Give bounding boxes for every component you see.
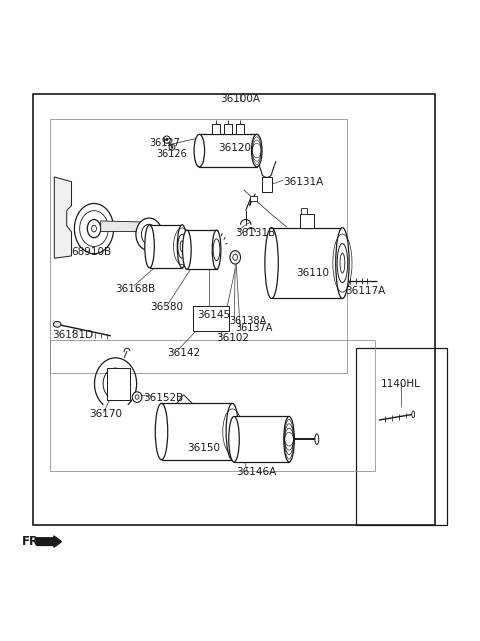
Bar: [234, 417, 289, 462]
Bar: [50, 340, 375, 471]
Bar: [236, 124, 244, 135]
Text: 36120: 36120: [218, 143, 252, 153]
Text: 36131A: 36131A: [283, 177, 324, 187]
Bar: [250, 196, 257, 201]
Ellipse shape: [233, 254, 238, 260]
Bar: [356, 348, 447, 525]
Ellipse shape: [177, 225, 187, 268]
Text: 36152B: 36152B: [144, 393, 183, 403]
Text: 36142: 36142: [167, 348, 200, 358]
Bar: [161, 403, 232, 460]
Bar: [300, 214, 314, 228]
Ellipse shape: [252, 135, 262, 167]
Bar: [150, 225, 182, 268]
Text: 36117A: 36117A: [345, 286, 385, 296]
Ellipse shape: [336, 228, 349, 299]
Ellipse shape: [169, 144, 175, 150]
Text: 68910B: 68910B: [72, 247, 112, 256]
Text: 36150: 36150: [187, 444, 220, 453]
Text: 36126: 36126: [156, 149, 187, 159]
Ellipse shape: [145, 225, 155, 268]
Bar: [193, 306, 229, 331]
Ellipse shape: [136, 218, 162, 251]
Bar: [301, 208, 307, 214]
Text: 36168B: 36168B: [116, 284, 156, 294]
Ellipse shape: [412, 411, 415, 418]
Bar: [212, 124, 220, 135]
Ellipse shape: [80, 211, 108, 247]
Text: 36580: 36580: [150, 302, 183, 312]
Ellipse shape: [135, 395, 139, 399]
Bar: [50, 119, 347, 373]
Text: 36181D: 36181D: [52, 330, 94, 340]
Ellipse shape: [166, 138, 168, 141]
Polygon shape: [101, 221, 144, 231]
Bar: [33, 94, 435, 525]
Bar: [224, 124, 232, 135]
Text: 36110: 36110: [297, 268, 329, 278]
Polygon shape: [54, 177, 72, 258]
Bar: [187, 230, 216, 269]
Text: 36146A: 36146A: [236, 467, 276, 477]
Bar: [262, 177, 272, 192]
Bar: [107, 368, 130, 401]
Ellipse shape: [53, 321, 61, 327]
Text: 36102: 36102: [216, 333, 249, 343]
Ellipse shape: [315, 434, 319, 444]
Ellipse shape: [87, 219, 101, 238]
Ellipse shape: [142, 224, 157, 244]
FancyArrow shape: [36, 536, 61, 547]
Ellipse shape: [156, 403, 168, 460]
Ellipse shape: [229, 417, 240, 462]
Ellipse shape: [194, 135, 204, 167]
Ellipse shape: [212, 230, 221, 269]
Ellipse shape: [284, 417, 294, 462]
Text: 36100A: 36100A: [220, 94, 260, 104]
Ellipse shape: [132, 392, 142, 403]
Ellipse shape: [265, 228, 278, 299]
Bar: [272, 228, 342, 299]
Ellipse shape: [163, 136, 170, 143]
Ellipse shape: [230, 251, 240, 264]
Text: 36145: 36145: [197, 310, 230, 320]
Text: 36131B: 36131B: [235, 228, 276, 238]
Text: FR.: FR.: [22, 535, 44, 548]
Ellipse shape: [226, 403, 239, 460]
Text: 36138A: 36138A: [229, 315, 267, 326]
Ellipse shape: [182, 230, 191, 269]
Ellipse shape: [142, 223, 147, 231]
Bar: [199, 135, 257, 167]
Ellipse shape: [92, 225, 96, 232]
Text: 36170: 36170: [89, 410, 122, 419]
Text: 1140HL: 1140HL: [380, 379, 420, 389]
Text: 36127: 36127: [149, 138, 180, 149]
Ellipse shape: [171, 146, 173, 148]
Ellipse shape: [74, 203, 114, 254]
Text: 36137A: 36137A: [235, 323, 273, 333]
